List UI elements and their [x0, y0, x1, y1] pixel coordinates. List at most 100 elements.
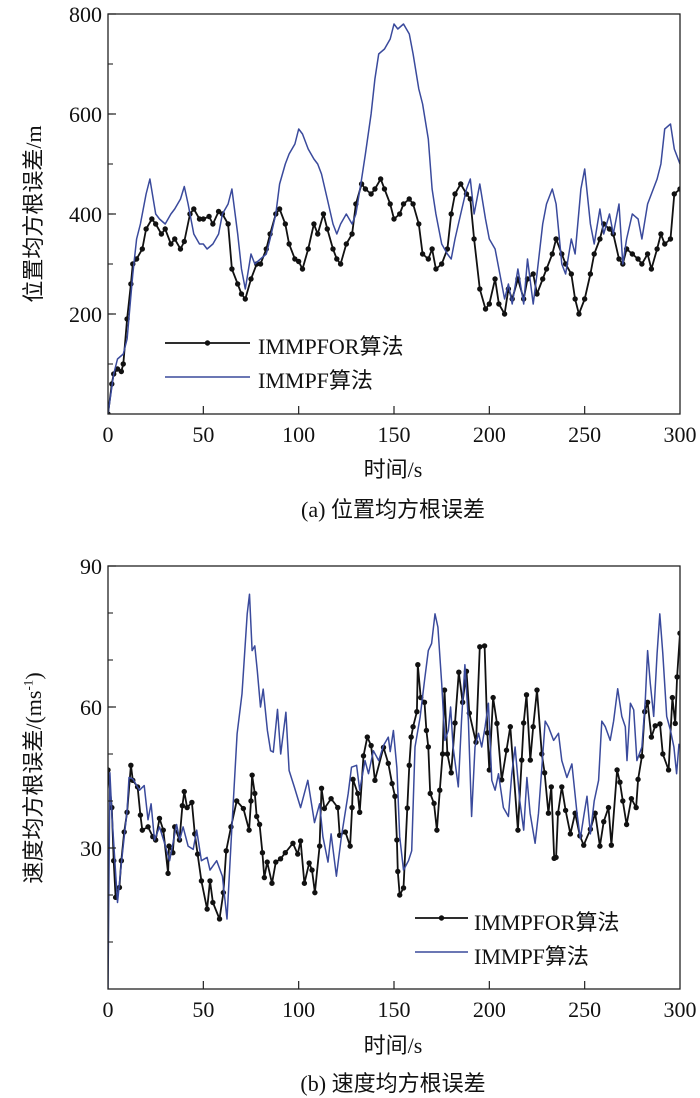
data-point-immpfor	[415, 662, 421, 668]
caption-b: (b) 速度均方根误差	[300, 1071, 486, 1096]
data-point-immpfor	[648, 266, 655, 272]
data-point-immpfor	[297, 838, 304, 844]
data-point-immpfor	[439, 751, 446, 757]
data-point-immpfor	[301, 880, 308, 886]
data-point-immpfor	[261, 874, 268, 881]
data-point-immpfor	[477, 286, 483, 292]
data-point-immpfor	[128, 762, 134, 768]
data-point-immpfor	[356, 809, 363, 815]
data-point-immpfor	[290, 840, 296, 846]
data-point-immpfor	[431, 800, 437, 807]
data-point-immpfor	[490, 694, 496, 701]
data-point-immpfor	[295, 258, 302, 265]
data-point-immpfor	[553, 854, 559, 861]
data-point-immpfor	[320, 211, 327, 217]
data-point-immpfor	[385, 760, 391, 767]
data-point-immpfor	[242, 296, 248, 302]
data-point-immpfor	[410, 724, 416, 730]
data-point-immpfor	[137, 812, 144, 818]
data-point-immpfor	[658, 231, 664, 237]
data-point-immpfor	[256, 821, 263, 828]
data-point-immpfor	[419, 251, 426, 257]
data-point-immpfor	[616, 256, 622, 262]
data-point-immpfor	[355, 790, 361, 797]
caption-a: (a) 位置均方根误差	[301, 497, 485, 522]
data-point-immpfor	[391, 216, 397, 222]
data-point-immpfor	[234, 798, 240, 804]
data-point-immpfor	[644, 699, 651, 705]
data-point-immpfor	[530, 271, 536, 277]
data-point-immpfor	[189, 799, 195, 806]
data-point-immpfor	[548, 784, 554, 790]
data-point-immpfor	[672, 720, 678, 727]
data-point-immpfor	[318, 785, 325, 792]
data-point-immpfor	[614, 767, 620, 773]
data-point-immpfor	[225, 221, 231, 227]
data-point-immpfor	[306, 860, 312, 866]
data-point-immpfor	[471, 236, 477, 242]
data-point-immpfor	[433, 266, 439, 272]
data-point-immpfor	[316, 843, 323, 849]
data-point-immpfor	[458, 181, 464, 187]
data-point-immpfor	[452, 720, 458, 726]
data-point-immpfor	[486, 301, 493, 307]
data-point-immpfor	[305, 246, 311, 252]
data-point-immpfor	[324, 226, 330, 232]
y-tick-label: 400	[69, 202, 102, 227]
data-point-immpfor	[559, 251, 565, 257]
data-point-immpfor	[400, 885, 407, 891]
data-point-immpfor	[674, 674, 680, 680]
data-point-immpfor	[620, 798, 626, 804]
data-point-immpfor	[392, 793, 398, 799]
data-point-immpfor	[381, 186, 388, 192]
data-point-immpfor	[184, 804, 190, 811]
data-point-immpfor	[568, 271, 575, 277]
data-point-immpfor	[606, 226, 613, 232]
data-point-immpfor	[416, 221, 422, 227]
y-tick-label: 30	[80, 836, 102, 861]
series-line-immpfor-b	[108, 633, 680, 920]
data-point-immpfor	[555, 810, 561, 816]
data-point-immpfor	[362, 186, 369, 192]
data-point-immpfor	[507, 724, 514, 730]
data-point-immpfor	[377, 176, 384, 182]
series-immpf-b	[108, 593, 680, 989]
data-point-immpfor	[587, 271, 594, 277]
data-point-immpfor	[669, 694, 676, 701]
data-point-immpfor	[240, 805, 247, 812]
data-point-immpfor	[623, 821, 630, 828]
legend-marker-immpfor-a	[204, 340, 211, 346]
data-point-immpfor	[349, 231, 355, 237]
x-axis-label-a: 时间/s	[363, 457, 423, 482]
data-point-immpfor	[572, 296, 578, 302]
data-point-immpfor	[347, 843, 353, 849]
data-point-immpfor	[648, 734, 655, 740]
legend-marker-immpfor-b	[438, 915, 445, 921]
data-point-immpfor	[282, 221, 289, 227]
data-point-immpfor	[605, 804, 612, 811]
data-point-immpfor	[677, 630, 680, 636]
data-point-immpfor	[349, 804, 355, 811]
x-tick-label: 100	[282, 997, 315, 1022]
data-point-immpfor	[671, 191, 677, 197]
data-point-immpfor	[315, 231, 321, 237]
data-point-immpfor	[410, 201, 416, 207]
data-point-immpfor	[482, 306, 489, 312]
data-point-immpfor	[286, 241, 292, 247]
data-point-immpfor	[635, 256, 641, 262]
plot-b: 0 50 100 150 200 250 300 30 60 90	[80, 554, 697, 1022]
x-tick-label: 50	[192, 997, 214, 1022]
data-point-immpfor	[635, 776, 641, 783]
data-point-immpfor	[520, 720, 527, 726]
data-point-immpfor	[145, 824, 151, 830]
data-point-immpfor	[166, 843, 172, 849]
data-point-immpfor	[448, 770, 454, 776]
data-point-immpfor	[499, 777, 505, 783]
data-point-immpfor	[223, 848, 229, 854]
data-point-immpfor	[397, 892, 403, 898]
data-point-immpfor	[248, 276, 254, 282]
data-point-immpfor	[229, 266, 235, 272]
data-point-immpfor	[429, 246, 435, 252]
data-point-immpfor	[654, 246, 660, 252]
data-point-immpfor	[204, 906, 210, 912]
